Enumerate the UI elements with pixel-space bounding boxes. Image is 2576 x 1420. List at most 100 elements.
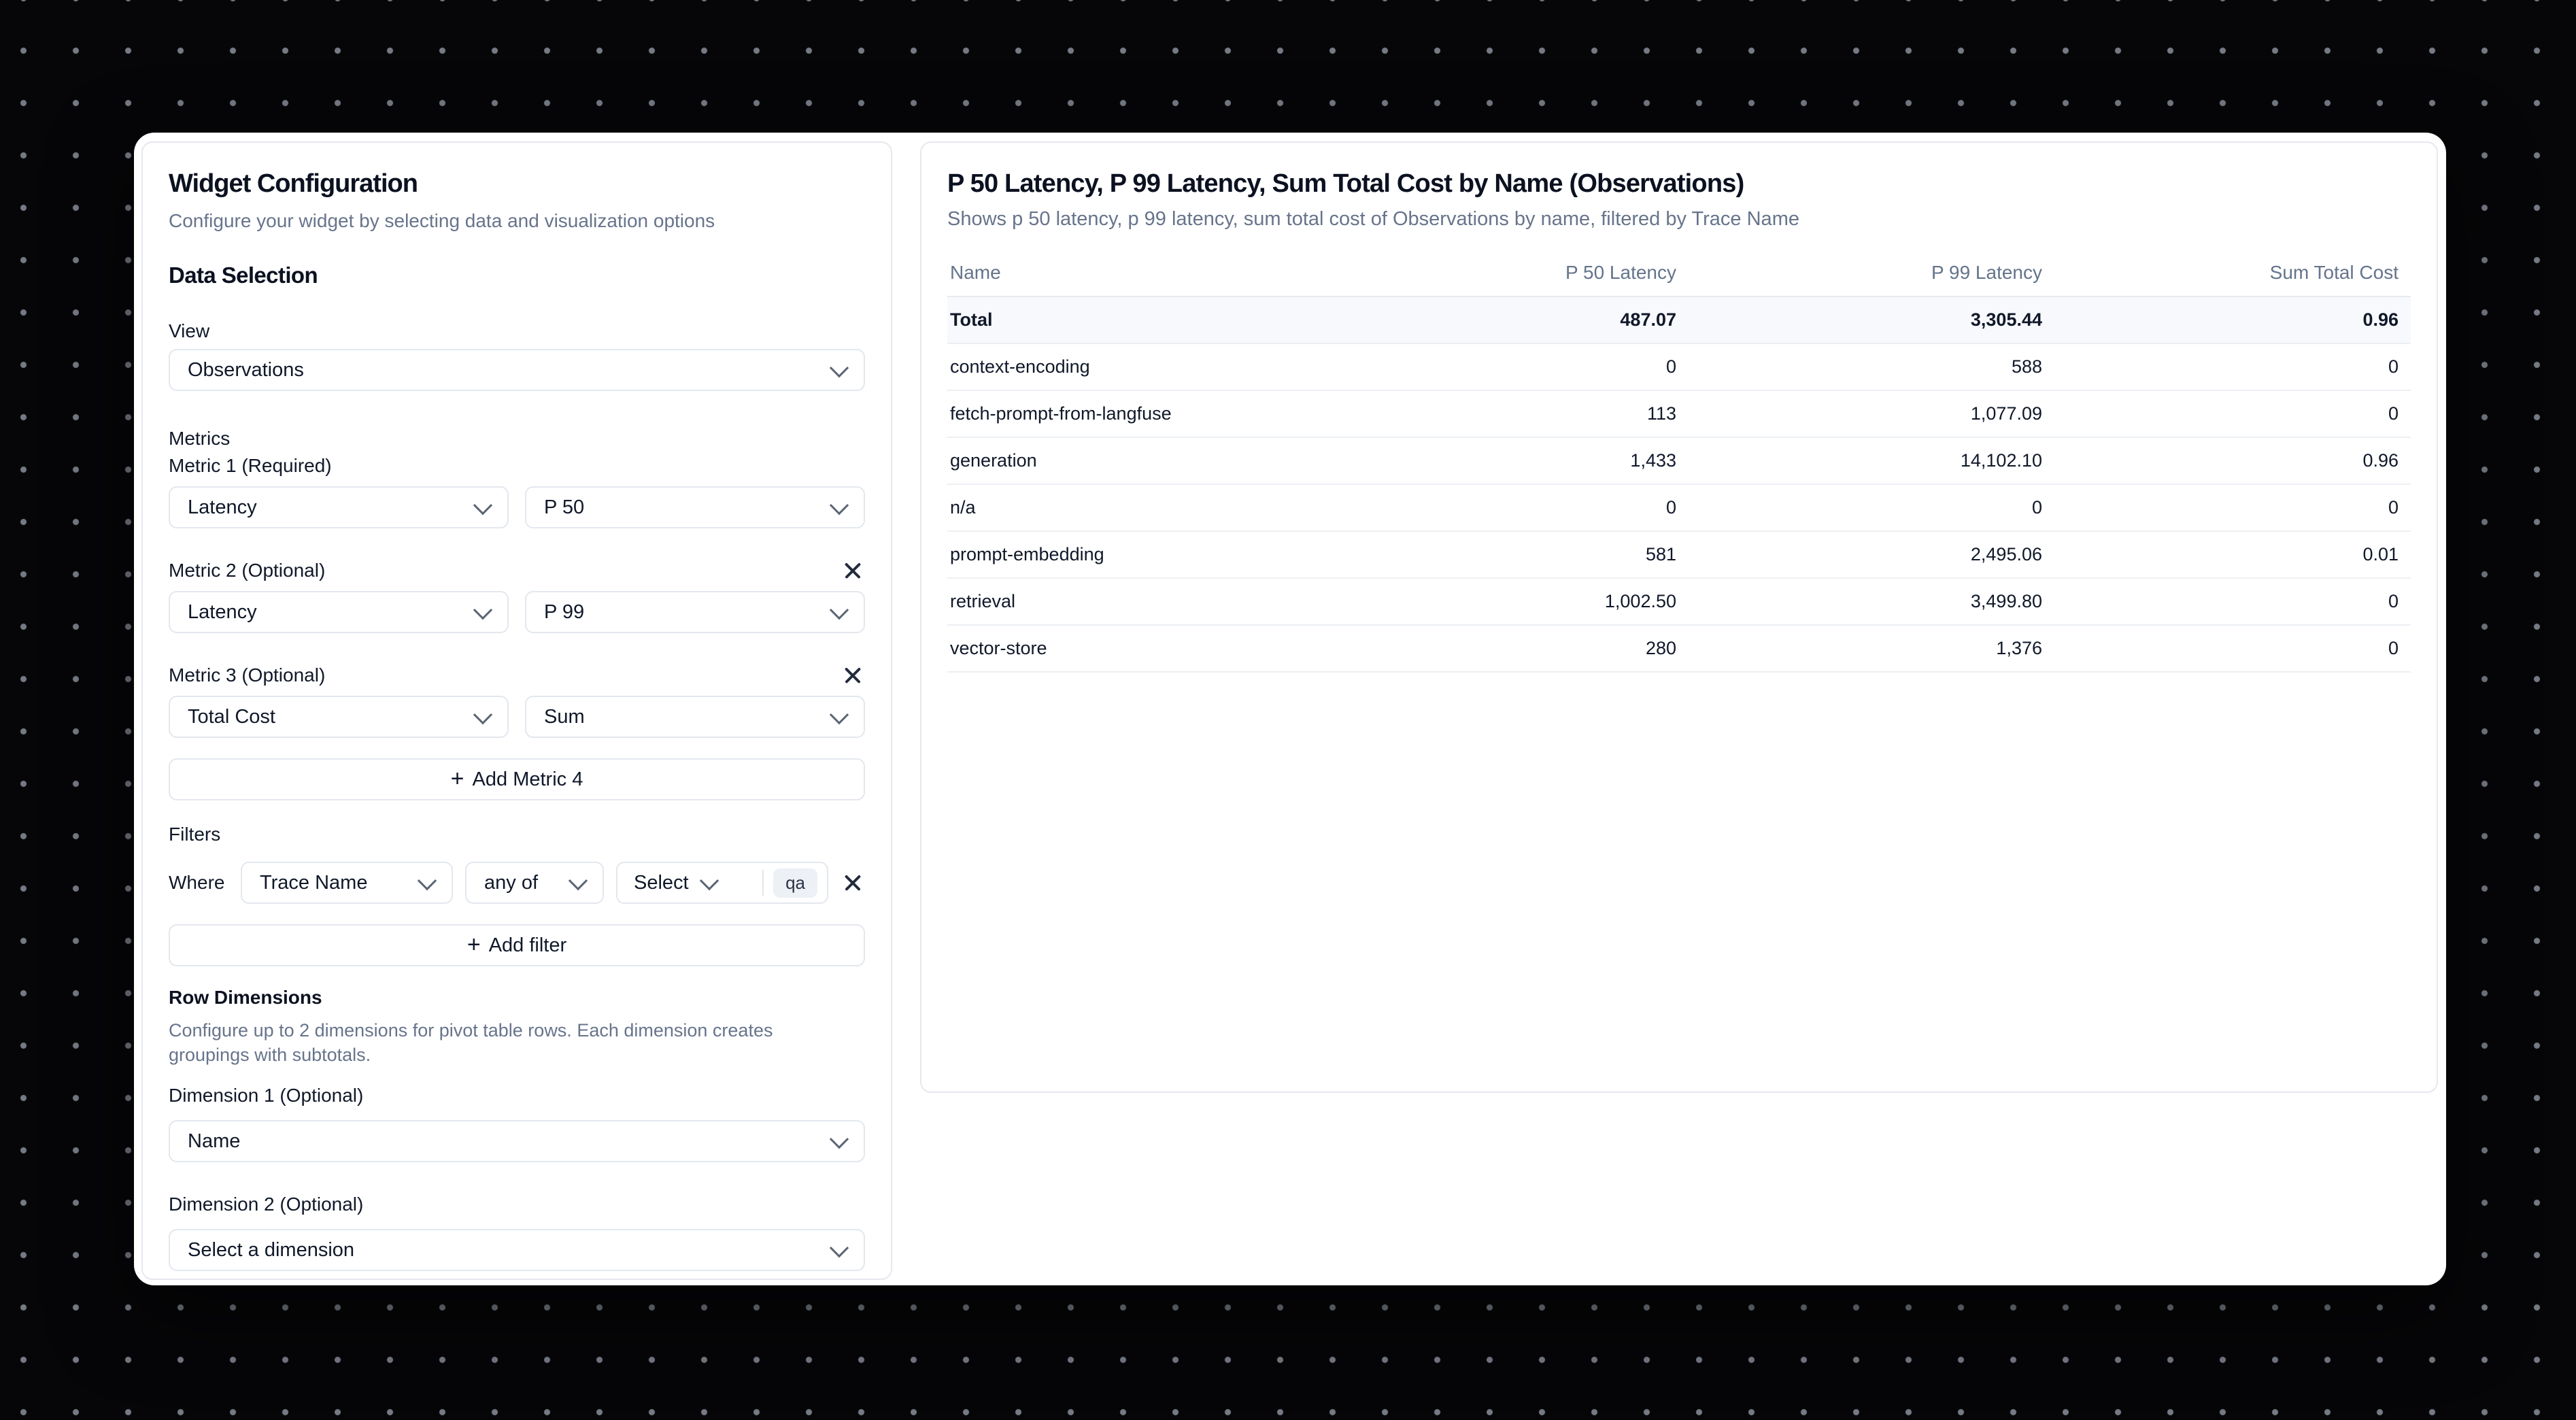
add-filter-button[interactable]: + Add filter [169, 924, 865, 966]
metric-2-row: Latency P 99 [169, 591, 865, 633]
preview-title: P 50 Latency, P 99 Latency, Sum Total Co… [947, 169, 1744, 198]
add-metric-button[interactable]: + Add Metric 4 [169, 758, 865, 800]
remove-metric-3-icon[interactable] [841, 663, 865, 688]
table-cell-name: retrieval [947, 578, 1313, 626]
metric-3-aggregation-value: Sum [544, 705, 585, 728]
preview-subtitle: Shows p 50 latency, p 99 latency, sum to… [947, 208, 1799, 230]
chevron-down-icon [417, 871, 437, 891]
table-cell-sum-total-cost: 0.96 [2045, 437, 2411, 485]
table-row: prompt-embedding 581 2,495.06 0.01 [947, 531, 2411, 579]
dimension-2-value: Select a dimension [188, 1238, 355, 1261]
metric-1-aggregation-select[interactable]: P 50 [525, 486, 865, 528]
divider [762, 870, 764, 896]
column-header-p50-latency: P 50 Latency [1313, 262, 1679, 297]
metric-1-label: Metric 1 (Required) [169, 455, 332, 476]
view-select[interactable]: Observations [169, 349, 865, 391]
table-cell-p50-latency: 1,433 [1313, 437, 1679, 485]
table-cell-p50-latency: 1,002.50 [1313, 578, 1679, 626]
row-dimensions-description: Configure up to 2 dimensions for pivot t… [169, 1020, 773, 1065]
dialog-subtitle: Configure your widget by selecting data … [169, 210, 715, 231]
dimension-1-value: Name [188, 1130, 241, 1152]
chevron-down-icon [699, 871, 719, 891]
chevron-down-icon [568, 871, 588, 891]
metric-3-measure-select[interactable]: Total Cost [169, 696, 509, 738]
dialog-title: Widget Configuration [169, 169, 418, 198]
dimension-1-select[interactable]: Name [169, 1120, 865, 1162]
table-cell-sum-total-cost: 0 [2045, 625, 2411, 673]
table-cell-p99-latency: 3,499.80 [1679, 578, 2045, 626]
metric-1-measure-select[interactable]: Latency [169, 486, 509, 528]
filter-value-placeholder: Select [634, 871, 689, 894]
preview-panel: P 50 Latency, P 99 Latency, Sum Total Co… [920, 141, 2438, 1093]
remove-filter-icon[interactable] [841, 870, 865, 895]
chevron-down-icon [829, 601, 849, 620]
chevron-down-icon [829, 1130, 849, 1149]
table-row: Total 487.07 3,305.44 0.96 [947, 297, 2411, 344]
table-cell-p99-latency: 14,102.10 [1679, 437, 2045, 485]
dimension-1-label: Dimension 1 (Optional) [169, 1085, 364, 1106]
chevron-down-icon [473, 601, 493, 620]
filter-value-chip[interactable]: qa [773, 868, 817, 898]
metric-3-aggregation-select[interactable]: Sum [525, 696, 865, 738]
metric-2-aggregation-select[interactable]: P 99 [525, 591, 865, 633]
filter-operator-select[interactable]: any of [465, 862, 604, 904]
table-cell-p50-latency: 581 [1313, 531, 1679, 579]
table-cell-sum-total-cost: 0.96 [2045, 297, 2411, 344]
table-header-row: Name P 50 Latency P 99 Latency Sum Total… [947, 262, 2411, 297]
table-cell-sum-total-cost: 0 [2045, 484, 2411, 532]
filter-column-value: Trace Name [260, 871, 368, 894]
table-cell-p99-latency: 3,305.44 [1679, 297, 2045, 344]
chevron-down-icon [829, 705, 849, 725]
table-cell-sum-total-cost: 0.01 [2045, 531, 2411, 579]
chevron-down-icon [829, 1238, 849, 1258]
preview-table: Name P 50 Latency P 99 Latency Sum Total… [947, 262, 2411, 673]
metric-1-header: Metric 1 (Required) [169, 454, 865, 478]
row-dimensions-heading: Row Dimensions [169, 987, 322, 1008]
data-selection-heading: Data Selection [169, 263, 318, 288]
metric-3-measure-value: Total Cost [188, 705, 275, 728]
table-cell-p99-latency: 1,077.09 [1679, 390, 2045, 438]
table-cell-name: fetch-prompt-from-langfuse [947, 390, 1313, 438]
column-header-p99-latency: P 99 Latency [1679, 262, 2045, 297]
metric-2-aggregation-value: P 99 [544, 601, 585, 623]
remove-metric-2-icon[interactable] [841, 558, 865, 583]
table-cell-name: n/a [947, 484, 1313, 532]
metric-1-measure-value: Latency [188, 496, 257, 518]
widget-configuration-dialog: Widget Configuration Configure your widg… [134, 133, 2446, 1285]
filter-value-select[interactable]: Select qa [616, 862, 828, 904]
table-cell-name: Total [947, 297, 1313, 344]
filters-label: Filters [169, 824, 221, 845]
dimension-2-select[interactable]: Select a dimension [169, 1229, 865, 1271]
metric-1-row: Latency P 50 [169, 486, 865, 528]
plus-icon: + [467, 931, 481, 958]
chevron-down-icon [829, 496, 849, 515]
metric-2-label: Metric 2 (Optional) [169, 560, 326, 581]
metric-3-label: Metric 3 (Optional) [169, 664, 326, 686]
table-row: vector-store 280 1,376 0 [947, 625, 2411, 673]
table-row: fetch-prompt-from-langfuse 113 1,077.09 … [947, 390, 2411, 438]
column-header-sum-total-cost: Sum Total Cost [2045, 262, 2411, 297]
metric-2-header: Metric 2 (Optional) [169, 558, 865, 583]
chevron-down-icon [829, 358, 849, 378]
filter-row: Where Trace Name any of Select qa [169, 862, 865, 904]
metric-3-header: Metric 3 (Optional) [169, 663, 865, 688]
column-header-name: Name [947, 262, 1313, 297]
metric-3-row: Total Cost Sum [169, 696, 865, 738]
table-cell-name: prompt-embedding [947, 531, 1313, 579]
table-cell-p50-latency: 0 [1313, 484, 1679, 532]
table-cell-name: vector-store [947, 625, 1313, 673]
metrics-label: Metrics [169, 428, 231, 449]
metric-1-aggregation-value: P 50 [544, 496, 585, 518]
plus-icon: + [450, 765, 464, 792]
table-row: n/a 0 0 0 [947, 484, 2411, 532]
table-body: Total 487.07 3,305.44 0.96 context-encod… [947, 297, 2411, 673]
metric-2-measure-select[interactable]: Latency [169, 591, 509, 633]
table-cell-p99-latency: 1,376 [1679, 625, 2045, 673]
filter-column-select[interactable]: Trace Name [241, 862, 453, 904]
table-row: context-encoding 0 588 0 [947, 343, 2411, 391]
dimension-2-label: Dimension 2 (Optional) [169, 1194, 364, 1215]
table-cell-name: context-encoding [947, 343, 1313, 391]
table-cell-p50-latency: 0 [1313, 343, 1679, 391]
filter-where-label: Where [169, 872, 225, 893]
table-row: generation 1,433 14,102.10 0.96 [947, 437, 2411, 485]
